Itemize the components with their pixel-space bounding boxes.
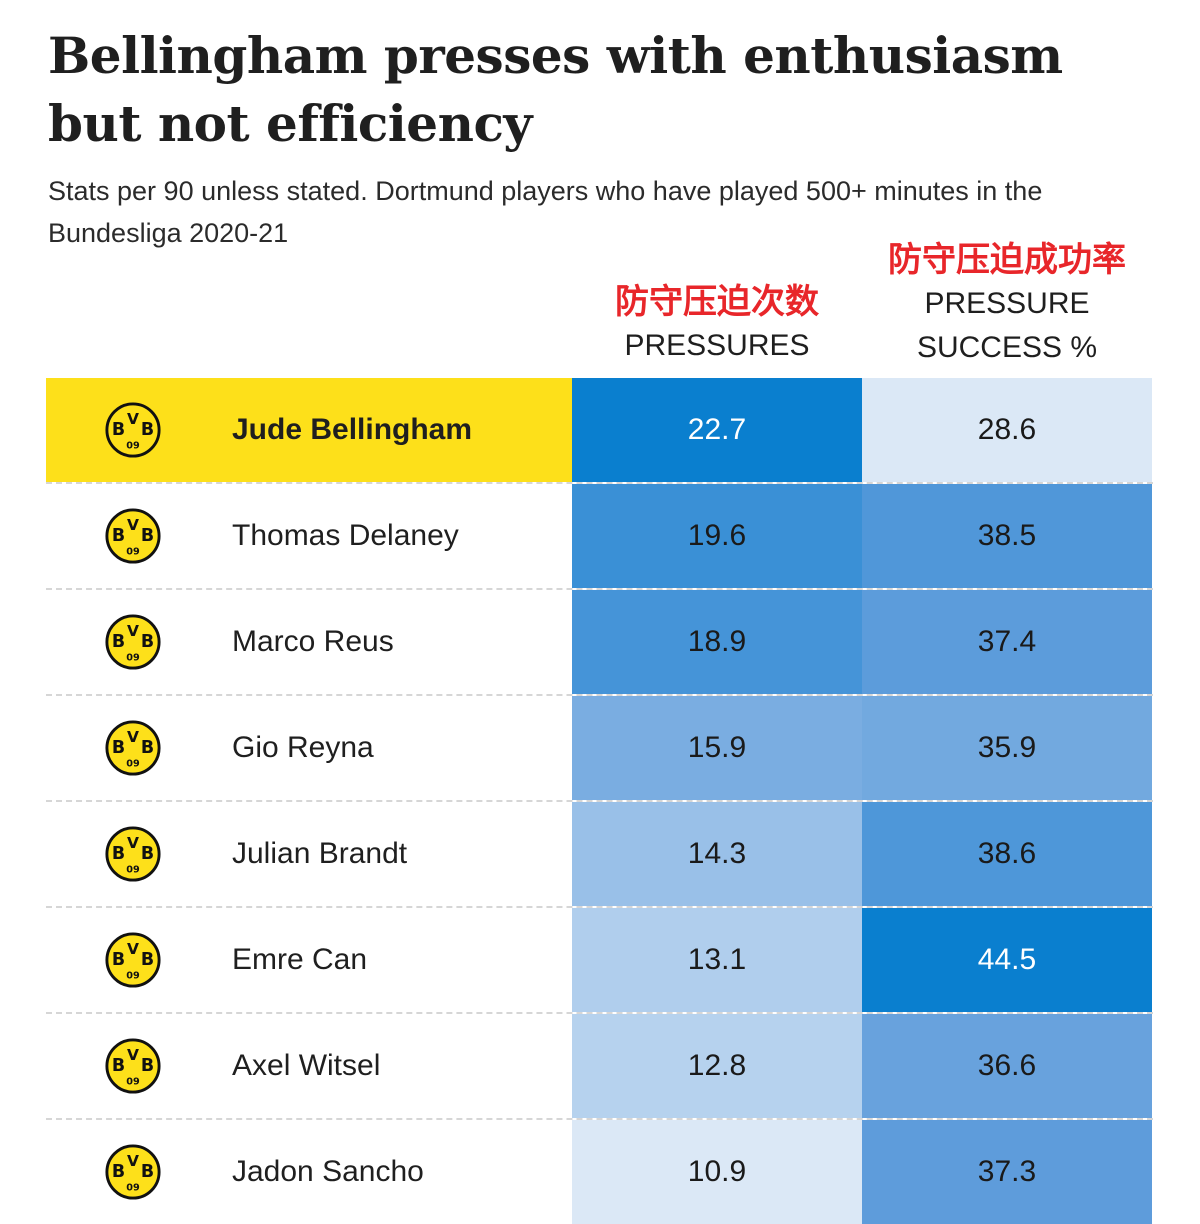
logo-letter-right: B [141, 420, 154, 440]
logo-letter-right: B [141, 526, 154, 546]
success-cell: 36.6 [862, 1014, 1152, 1118]
bvb-logo-icon: VB B09 [105, 1144, 161, 1200]
logo-circle [105, 508, 161, 564]
column-header-success-en2: SUCCESS % [916, 331, 1098, 364]
logo-letter-top: V [127, 940, 139, 958]
success-cell: 38.6 [862, 802, 1152, 906]
logo-circle [105, 932, 161, 988]
logo-circle [105, 614, 161, 670]
logo-letter-right: B [141, 844, 154, 864]
player-cell: V B B 09 Emre Can [46, 908, 572, 1012]
logo-letter-left: B [112, 420, 125, 440]
table-row: V B B 09 Jude Bellingham 22.7 28.6 [46, 378, 1153, 482]
bvb-logo-icon: VB B09 [105, 508, 161, 564]
bvb-logo-icon: VB B09 [105, 1038, 161, 1094]
success-cell: 35.9 [862, 696, 1152, 800]
logo-number: 09 [126, 546, 140, 557]
logo-letter-top: V [127, 1046, 139, 1064]
stats-table: V B B 09 Jude Bellingham 22.7 28.6 V B B 09 Thomas … [46, 378, 1153, 1224]
pressures-cell: 15.9 [572, 696, 862, 800]
logo-number: 09 [126, 652, 140, 663]
logo-circle [105, 1144, 161, 1200]
bvb-logo-icon: VB B09 [105, 402, 161, 458]
bvb-logo-icon: VB B09 [105, 932, 161, 988]
bvb-logo-icon: VB B09 [105, 614, 161, 670]
player-name: Marco Reus [232, 625, 394, 658]
player-name: Jadon Sancho [232, 1155, 424, 1188]
logo-letter-top: V [127, 1152, 139, 1170]
player-name: Gio Reyna [232, 731, 374, 764]
column-header-success-cn: 防守压迫成功率 [888, 240, 1126, 280]
chart-subtitle: Stats per 90 unless stated. Dortmund pla… [48, 176, 1043, 248]
success-cell: 37.4 [862, 590, 1152, 694]
logo-circle [105, 826, 161, 882]
column-header-success: 防守压迫成功率 PRESSURE SUCCESS % [862, 238, 1152, 370]
logo-letter-right: B [141, 1162, 154, 1182]
logo-letter-left: B [112, 526, 125, 546]
logo-letter-left: B [112, 632, 125, 652]
logo-letter-left: B [112, 950, 125, 970]
player-cell: V B B 09 Marco Reus [46, 590, 572, 694]
logo-letter-left: B [112, 1056, 125, 1076]
table-row: V B B 09 Julian Brandt 14.3 38.6 [46, 800, 1153, 906]
table-row: V B B 09 Marco Reus 18.9 37.4 [46, 588, 1153, 694]
chart-title: Bellingham presses with enthusiasm but n… [48, 26, 1063, 153]
bvb-logo-icon: VB B09 [105, 826, 161, 882]
pressures-cell: 18.9 [572, 590, 862, 694]
logo-letter-right: B [141, 1056, 154, 1076]
logo-circle [105, 402, 161, 458]
logo-letter-right: B [141, 738, 154, 758]
logo-letter-left: B [112, 844, 125, 864]
column-header-pressures-en: PRESSURES [624, 329, 810, 362]
success-cell: 28.6 [862, 378, 1152, 482]
success-cell: 38.5 [862, 484, 1152, 588]
pressures-cell: 13.1 [572, 908, 862, 1012]
logo-letter-top: V [127, 834, 139, 852]
player-cell: V B B 09 Jadon Sancho [46, 1120, 572, 1224]
pressures-cell: 10.9 [572, 1120, 862, 1224]
logo-letter-left: B [112, 738, 125, 758]
logo-number: 09 [126, 1182, 140, 1193]
table-row: V B B 09 Thomas Delaney 19.6 38.5 [46, 482, 1153, 588]
table-row: V B B 09 Axel Witsel 12.8 36.6 [46, 1012, 1153, 1118]
table-row: V B B 09 Emre Can 13.1 44.5 [46, 906, 1153, 1012]
logo-circle [105, 1038, 161, 1094]
pressures-cell: 12.8 [572, 1014, 862, 1118]
column-header-pressures-cn: 防守压迫次数 [615, 282, 819, 322]
logo-letter-right: B [141, 950, 154, 970]
logo-number: 09 [126, 1076, 140, 1087]
player-name: Thomas Delaney [232, 519, 459, 552]
logo-number: 09 [126, 864, 140, 875]
table-row: V B B 09 Jadon Sancho 10.9 37.3 [46, 1118, 1153, 1224]
column-header-pressures: 防守压迫次数 PRESSURES [572, 280, 862, 368]
logo-letter-top: V [127, 728, 139, 746]
pressures-cell: 22.7 [572, 378, 862, 482]
bvb-logo-icon: VB B09 [105, 720, 161, 776]
pressures-cell: 19.6 [572, 484, 862, 588]
player-name: Emre Can [232, 943, 368, 976]
player-cell: V B B 09 Gio Reyna [46, 696, 572, 800]
player-cell: V B B 09 Thomas Delaney [46, 484, 572, 588]
logo-number: 09 [126, 440, 140, 451]
column-header-success-en1: PRESSURE [924, 287, 1090, 320]
logo-letter-top: V [127, 410, 139, 428]
pressures-cell: 14.3 [572, 802, 862, 906]
logo-number: 09 [126, 758, 140, 769]
player-cell: V B B 09 Julian Brandt [46, 802, 572, 906]
logo-letter-right: B [141, 632, 154, 652]
table-row: V B B 09 Gio Reyna 15.9 35.9 [46, 694, 1153, 800]
player-cell: V B B 09 Axel Witsel [46, 1014, 572, 1118]
player-name: Julian Brandt [232, 837, 408, 870]
logo-letter-top: V [127, 622, 139, 640]
logo-number: 09 [126, 970, 140, 981]
player-cell: V B B 09 Jude Bellingham [46, 378, 572, 482]
logo-letter-left: B [112, 1162, 125, 1182]
success-cell: 44.5 [862, 908, 1152, 1012]
logo-circle [105, 720, 161, 776]
logo-letter-top: V [127, 516, 139, 534]
success-cell: 37.3 [862, 1120, 1152, 1224]
player-name: Axel Witsel [232, 1049, 381, 1082]
player-name: Jude Bellingham [232, 413, 473, 446]
